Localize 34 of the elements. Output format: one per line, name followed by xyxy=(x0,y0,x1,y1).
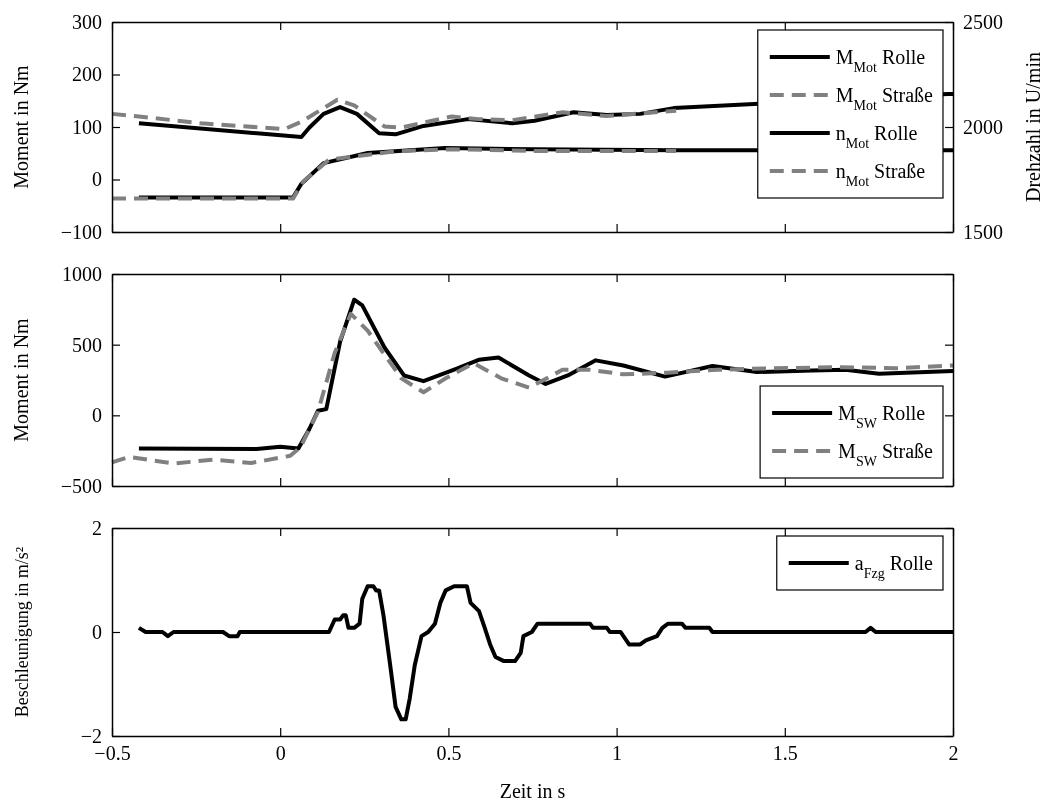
y-tick-label: −500 xyxy=(60,474,102,497)
x-tick-label: 1.5 xyxy=(772,742,798,765)
line-series xyxy=(110,97,679,132)
y2-tick-label: 1500 xyxy=(963,220,1003,243)
x-axis-title: Zeit in s xyxy=(499,780,566,802)
x-tick-label: 1 xyxy=(612,742,623,765)
y-tick-label: 0 xyxy=(92,404,102,427)
line-series xyxy=(110,311,955,466)
legend-label: n$_{Mot}$ Straße xyxy=(835,160,926,189)
x-tick-label: 0 xyxy=(275,742,286,765)
legend-label: M$_{SW}$ Straße xyxy=(838,440,934,469)
x-tick-label: 0.5 xyxy=(436,742,462,765)
y-axis-title: Moment in Nm xyxy=(10,64,32,189)
legend-label: M$_{SW}$ Rolle xyxy=(838,402,926,431)
legend-label: M$_{Mot}$ Straße xyxy=(835,84,934,113)
line-series xyxy=(110,147,679,201)
y-axis-title: Beschleunigung in m/s² xyxy=(12,546,32,718)
y2-tick-label: 2000 xyxy=(963,115,1003,138)
y-tick-label: −100 xyxy=(60,220,102,243)
legend-label: a$_{Fzg}$ Rolle xyxy=(854,552,934,581)
y-tick-label: 0 xyxy=(92,620,102,643)
y-axis-title: Moment in Nm xyxy=(10,317,32,442)
y-tick-label: 1000 xyxy=(62,262,102,285)
y2-axis-title: Drehzahl in U/min xyxy=(1022,52,1044,202)
y-tick-label: 2 xyxy=(92,516,102,539)
y-tick-label: 200 xyxy=(72,63,102,86)
legend-label: n$_{Mot}$ Rolle xyxy=(835,122,918,151)
y2-tick-label: 2500 xyxy=(963,10,1003,33)
y-tick-label: 500 xyxy=(72,333,102,356)
y-tick-label: 300 xyxy=(72,10,102,33)
y-tick-label: 100 xyxy=(72,115,102,138)
x-tick-label: 2 xyxy=(948,742,959,765)
y-tick-label: 0 xyxy=(92,168,102,191)
legend-label: M$_{Mot}$ Rolle xyxy=(835,46,926,75)
